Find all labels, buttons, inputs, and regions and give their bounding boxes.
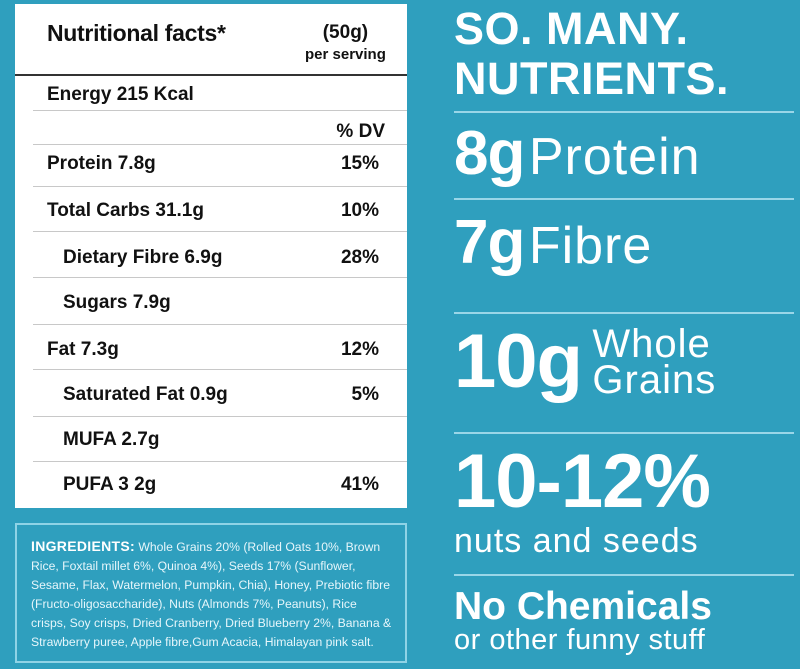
grains-label-line-1: Whole <box>592 321 711 366</box>
fibre-claim: 7g Fibre <box>454 207 652 278</box>
nuts-label: nuts and seeds <box>454 522 699 560</box>
nuts-claim: 10-12% <box>454 438 711 525</box>
nutrient-label: PUFA 3 2g <box>63 474 157 495</box>
protein-value: 8g <box>454 119 525 188</box>
nutrient-label: Total Carbs 31.1g <box>47 200 204 221</box>
nutrient-dv: 15% <box>340 153 379 174</box>
ingredients-box: INGREDIENTS: Whole Grains 20% (Rolled Oa… <box>15 523 407 663</box>
row-divider <box>33 461 407 462</box>
row-divider <box>33 110 407 111</box>
nutrient-dv: 5% <box>351 384 379 405</box>
row-divider <box>33 144 407 145</box>
claims-divider <box>454 574 794 576</box>
claims-divider <box>454 198 794 200</box>
no-chemicals-title: No Chemicals <box>454 585 712 628</box>
facts-title: Nutritional facts* <box>47 20 226 46</box>
fibre-label: Fibre <box>528 217 653 275</box>
row-divider <box>33 186 407 187</box>
claims-panel: SO. MANY. NUTRIENTS. 8g Protein 7g Fibre… <box>448 0 800 669</box>
nutrient-label: Dietary Fibre 6.9g <box>63 247 223 268</box>
whole-grains-claim: 10g Whole Grains <box>454 318 716 405</box>
nutrient-dv: 41% <box>340 474 379 495</box>
serving-label: per serving <box>305 46 386 63</box>
row-divider <box>33 277 407 278</box>
energy-label: Energy 215 Kcal <box>47 84 194 105</box>
nutrient-dv: 12% <box>340 339 379 360</box>
no-chemicals-subtitle: or other funny stuff <box>454 624 706 656</box>
nutrient-label: Saturated Fat 0.9g <box>63 384 228 405</box>
facts-header: Nutritional facts* (50g) per serving <box>15 4 407 74</box>
ingredients-heading: INGREDIENTS: <box>31 538 135 554</box>
row-divider <box>33 369 407 370</box>
protein-claim: 8g Protein <box>454 118 701 189</box>
protein-label: Protein <box>528 128 701 186</box>
nutrient-label: Sugars 7.9g <box>63 292 171 313</box>
facts-header-rule <box>15 74 407 76</box>
nuts-value: 10-12% <box>454 439 711 524</box>
claims-divider <box>454 312 794 314</box>
nutrient-label: Fat 7.3g <box>47 339 119 360</box>
grains-value: 10g <box>454 319 583 404</box>
headline-line-1: SO. MANY. <box>454 3 689 54</box>
row-divider <box>33 416 407 417</box>
nutrient-label: MUFA 2.7g <box>63 429 160 450</box>
row-divider <box>33 231 407 232</box>
claims-divider <box>454 111 794 113</box>
fibre-value: 7g <box>454 208 525 277</box>
serving-amount: (50g) <box>322 22 369 43</box>
nutrition-facts-panel: Nutritional facts* (50g) per serving Ene… <box>15 4 407 508</box>
claims-divider <box>454 432 794 434</box>
serving-size: (50g) per serving <box>305 22 386 63</box>
ingredients-text: Whole Grains 20% (Rolled Oats 10%, Brown… <box>31 540 392 649</box>
nutrient-dv: 10% <box>340 200 379 221</box>
grains-label: Whole Grains <box>592 321 717 402</box>
nutrient-dv: 28% <box>340 247 379 268</box>
row-divider <box>33 324 407 325</box>
nutrient-label: Protein 7.8g <box>47 153 156 174</box>
grains-label-line-2: Grains <box>592 357 717 402</box>
headline: SO. MANY. NUTRIENTS. <box>454 4 729 104</box>
headline-line-2: NUTRIENTS. <box>454 53 729 104</box>
dv-header: % DV <box>336 121 385 142</box>
